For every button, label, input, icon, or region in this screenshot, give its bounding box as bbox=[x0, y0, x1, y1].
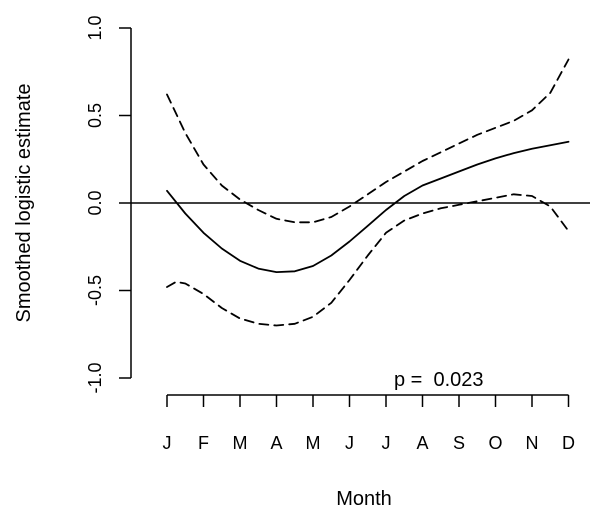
y-tick-label: 0.5 bbox=[85, 103, 105, 128]
x-tick-label: A bbox=[416, 433, 428, 453]
x-tick-label: A bbox=[270, 433, 282, 453]
x-tick-label: S bbox=[453, 433, 465, 453]
plot-area bbox=[131, 58, 590, 327]
x-tick-label: N bbox=[526, 433, 539, 453]
y-tick-label: 1.0 bbox=[85, 15, 105, 40]
p-value-annotation: p = 0.023 bbox=[394, 369, 484, 391]
x-tick-label: J bbox=[163, 433, 172, 453]
y-tick-label: -1.0 bbox=[85, 362, 105, 393]
upper-band-line bbox=[166, 58, 570, 224]
y-tick-label: -0.5 bbox=[85, 275, 105, 306]
y-axis-title: Smoothed logistic estimate bbox=[13, 83, 35, 322]
x-tick-label: O bbox=[488, 433, 502, 453]
y-tick-label: 0.0 bbox=[85, 190, 105, 215]
x-tick-label: D bbox=[562, 433, 575, 453]
estimate-line bbox=[166, 140, 570, 273]
x-tick-label: J bbox=[345, 433, 354, 453]
x-axis-title: Month bbox=[336, 488, 392, 510]
lower-band-line bbox=[166, 193, 570, 327]
x-tick-label: M bbox=[233, 433, 248, 453]
x-tick-label: M bbox=[306, 433, 321, 453]
x-tick-label: F bbox=[198, 433, 209, 453]
x-tick-label: J bbox=[382, 433, 391, 453]
y-axis-ticks: -1.0 -0.5 0.0 0.5 1.0 bbox=[85, 15, 131, 394]
